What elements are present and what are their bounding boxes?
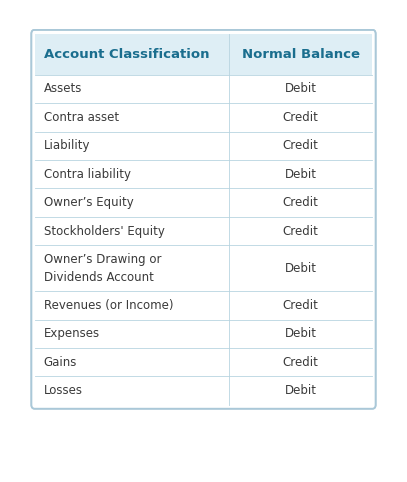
- FancyBboxPatch shape: [31, 30, 376, 409]
- Text: Contra asset: Contra asset: [44, 111, 119, 124]
- Text: Owner’s Drawing or
Dividends Account: Owner’s Drawing or Dividends Account: [44, 253, 161, 284]
- Text: Gains: Gains: [44, 356, 77, 369]
- Bar: [35, 217, 372, 245]
- Bar: [35, 320, 372, 348]
- Bar: [35, 291, 372, 320]
- Text: Credit: Credit: [283, 139, 319, 152]
- Bar: [35, 103, 372, 132]
- Text: Debit: Debit: [284, 82, 317, 95]
- Text: Expenses: Expenses: [44, 327, 100, 340]
- Bar: [35, 348, 372, 376]
- Bar: [35, 75, 372, 103]
- Bar: [35, 376, 372, 405]
- Text: Credit: Credit: [283, 196, 319, 209]
- Text: Assets: Assets: [44, 82, 82, 95]
- Text: Account Classification: Account Classification: [44, 48, 209, 61]
- Bar: [35, 34, 372, 75]
- Text: Contra liability: Contra liability: [44, 168, 131, 181]
- Bar: [35, 188, 372, 217]
- Text: Credit: Credit: [283, 225, 319, 238]
- Text: Debit: Debit: [284, 262, 317, 275]
- Text: Losses: Losses: [44, 384, 83, 397]
- Text: Owner’s Equity: Owner’s Equity: [44, 196, 133, 209]
- Text: Liability: Liability: [44, 139, 90, 152]
- Text: Stockholders' Equity: Stockholders' Equity: [44, 225, 164, 238]
- Text: Credit: Credit: [283, 111, 319, 124]
- Text: Credit: Credit: [283, 356, 319, 369]
- Text: Debit: Debit: [284, 384, 317, 397]
- Text: Debit: Debit: [284, 327, 317, 340]
- Text: Normal Balance: Normal Balance: [242, 48, 360, 61]
- Text: Revenues (or Income): Revenues (or Income): [44, 299, 173, 312]
- Bar: [35, 132, 372, 160]
- Text: Debit: Debit: [284, 168, 317, 181]
- Bar: [35, 160, 372, 188]
- Bar: [35, 245, 372, 291]
- Text: Credit: Credit: [283, 299, 319, 312]
